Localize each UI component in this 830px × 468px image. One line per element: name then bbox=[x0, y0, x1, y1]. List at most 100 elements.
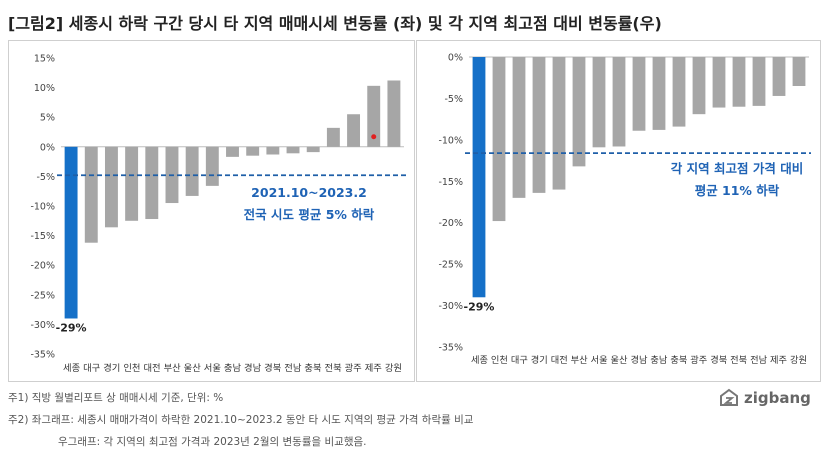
x-category-label: 경남 bbox=[628, 354, 648, 366]
bar-부산 bbox=[572, 57, 586, 167]
y-tick-label: -5% bbox=[445, 94, 464, 105]
x-category-label: 충남 bbox=[221, 363, 241, 374]
bar-경남 bbox=[632, 57, 646, 131]
x-category-label: 경북 bbox=[707, 354, 727, 366]
x-category-label: 전남 bbox=[747, 355, 767, 366]
bar-세종 bbox=[472, 57, 486, 298]
red-dot-marker bbox=[371, 134, 377, 140]
left-chart: 15% 10% 5% 0% -5% -10% -15% -20% -25% -30% -35% -29… bbox=[30, 54, 406, 374]
x-category-label: 서울 bbox=[588, 355, 608, 366]
bar-제주 bbox=[772, 57, 786, 96]
x-category-label: 인천 bbox=[488, 355, 508, 366]
footnote-2: 주2) 좌그래프: 세종시 매매가격이 하락한 2021.10~2023.2 동… bbox=[8, 414, 474, 426]
y-tick-label: 0% bbox=[448, 53, 463, 64]
x-category-label: 세종 bbox=[63, 363, 80, 374]
bar-강원 bbox=[387, 80, 401, 147]
y-tick-label: -35% bbox=[438, 343, 463, 354]
x-category-label: 광주 bbox=[687, 354, 707, 366]
right-chart-panel: 0% -5% -10% -15% -20% -25% -30% -35% -29% 세종 인천 대… bbox=[416, 40, 821, 382]
x-category-label: 부산 bbox=[568, 355, 588, 366]
x-category-label: 서울 bbox=[201, 363, 221, 374]
y-tick-label: -10% bbox=[438, 135, 463, 146]
reference-annotation-line: 전국 시도 평균 5% 하락 bbox=[244, 207, 375, 222]
x-category-label: 대구 bbox=[508, 355, 528, 366]
highlight-value-label: -29% bbox=[56, 321, 87, 334]
x-category-label: 대구 bbox=[80, 363, 100, 374]
bar-전남 bbox=[752, 57, 766, 106]
x-category-label: 대전 bbox=[548, 355, 568, 366]
highlight-value-label: -29% bbox=[464, 300, 495, 313]
bar-대구 bbox=[512, 57, 526, 198]
zigbang-logo-icon bbox=[720, 388, 738, 406]
bar-전북 bbox=[732, 57, 746, 107]
y-tick-label: 10% bbox=[34, 83, 55, 94]
x-category-label: 경기 bbox=[528, 354, 548, 366]
y-tick-label: -20% bbox=[30, 261, 55, 272]
bar-강원 bbox=[792, 57, 806, 86]
bar-제주 bbox=[367, 85, 381, 147]
bar-경북 bbox=[712, 57, 726, 108]
bar-울산 bbox=[612, 57, 626, 147]
x-category-label: 전남 bbox=[281, 363, 301, 374]
logo-text: zigbang bbox=[744, 389, 811, 407]
x-category-label: 경기 bbox=[100, 362, 120, 374]
bar-인천 bbox=[125, 146, 139, 221]
bar-대전 bbox=[552, 57, 566, 190]
bar-경기 bbox=[104, 146, 118, 228]
bar-경북 bbox=[266, 146, 280, 155]
y-tick-label: -25% bbox=[438, 260, 463, 271]
y-tick-label: -15% bbox=[438, 177, 463, 188]
y-tick-label: -25% bbox=[30, 290, 55, 301]
bar-전남 bbox=[286, 146, 300, 154]
y-tick-label: 0% bbox=[40, 142, 55, 153]
bar-충남 bbox=[226, 146, 239, 157]
bar-세종 bbox=[64, 146, 78, 319]
bar-충북 bbox=[672, 57, 686, 127]
reference-annotation-line: 각 지역 최고점 가격 대비 bbox=[671, 161, 803, 176]
left-chart-panel: 15% 10% 5% 0% -5% -10% -15% -20% -25% -30% -35% -29… bbox=[8, 40, 415, 382]
zigbang-logo: zigbang bbox=[718, 388, 811, 408]
y-tick-label: -10% bbox=[30, 202, 55, 213]
reference-annotation-line: 평균 11% 하락 bbox=[695, 183, 780, 198]
x-category-label: 강원 bbox=[382, 363, 402, 374]
bar-대전 bbox=[145, 146, 159, 220]
x-category-label: 경북 bbox=[261, 362, 281, 374]
x-category-label: 강원 bbox=[787, 355, 807, 366]
bar-울산 bbox=[185, 146, 199, 196]
x-category-label: 광주 bbox=[342, 362, 362, 374]
chart-title: [그림2] 세종시 하락 구간 당시 타 지역 매매시세 변동률 (좌) 및 각… bbox=[8, 14, 662, 33]
bar-광주 bbox=[347, 114, 361, 147]
bar-전북 bbox=[326, 127, 340, 147]
x-category-label: 충북 bbox=[301, 363, 321, 374]
y-tick-label: -35% bbox=[30, 350, 55, 361]
x-category-label: 제주 bbox=[767, 355, 787, 366]
bar-대구 bbox=[84, 146, 98, 243]
x-category-label: 부산 bbox=[161, 363, 181, 374]
x-category-label: 충북 bbox=[667, 355, 687, 366]
y-tick-label: -5% bbox=[37, 172, 56, 183]
footnote-1: 주1) 직방 월별리포트 상 매매시세 기준, 단위: % bbox=[8, 392, 224, 404]
x-category-label: 세종 bbox=[471, 355, 488, 366]
category-labels-row: 세종 인천 대구 경기 대전 부산 서울 울산 경남 충남 충북 광주 경북 전… bbox=[471, 354, 807, 366]
right-chart: 0% -5% -10% -15% -20% -25% -30% -35% -29% 세종 인천 대… bbox=[438, 53, 811, 366]
bar-경기 bbox=[532, 57, 546, 193]
y-tick-label: -15% bbox=[30, 231, 55, 242]
x-category-label: 인천 bbox=[120, 363, 140, 374]
bar-충남 bbox=[652, 57, 666, 130]
bar-경남 bbox=[246, 146, 260, 156]
y-tick-label: 5% bbox=[40, 113, 55, 124]
category-labels-row: 세종 대구 경기 인천 대전 부산 울산 서울 충남 경남 경북 전남 충북 전… bbox=[63, 362, 402, 374]
bar-서울 bbox=[205, 146, 219, 186]
reference-annotation-line: 2021.10~2023.2 bbox=[251, 185, 367, 200]
x-category-label: 울산 bbox=[181, 363, 201, 374]
x-category-label: 충남 bbox=[648, 355, 668, 366]
bar-광주 bbox=[692, 57, 706, 115]
bar-서울 bbox=[592, 57, 606, 148]
footnote-3: 우그래프: 각 지역의 최고점 가격과 2023년 2월의 변동률을 비교했음. bbox=[58, 436, 367, 448]
x-category-label: 경남 bbox=[241, 362, 261, 374]
x-category-label: 울산 bbox=[608, 355, 628, 366]
y-tick-label: -30% bbox=[438, 301, 463, 312]
y-tick-label: 15% bbox=[34, 54, 55, 65]
x-category-label: 대전 bbox=[141, 363, 161, 374]
x-category-label: 제주 bbox=[362, 363, 382, 374]
